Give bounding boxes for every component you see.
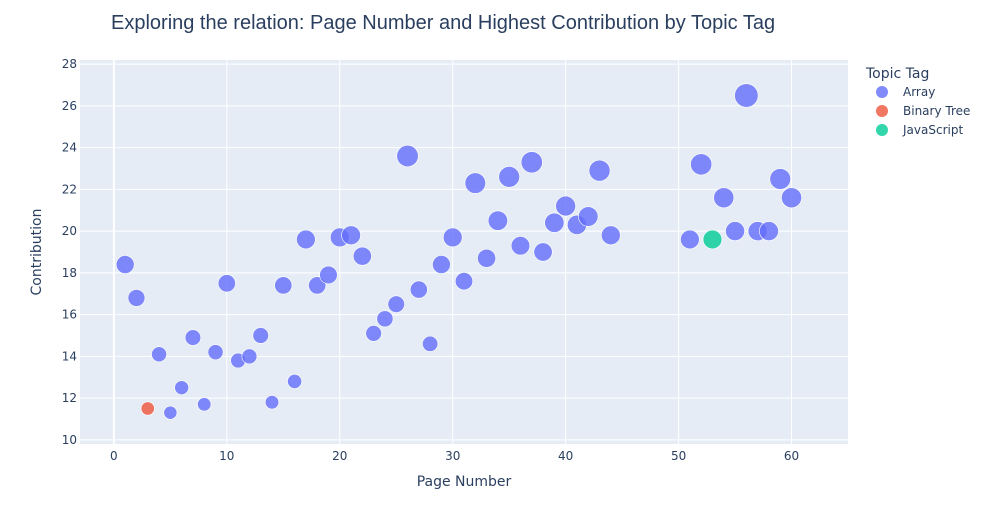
legend-item[interactable]: JavaScript	[876, 123, 963, 137]
data-point[interactable]	[396, 144, 419, 168]
data-point[interactable]	[264, 395, 280, 410]
data-point[interactable]	[477, 248, 497, 268]
data-point[interactable]	[454, 272, 474, 291]
data-point[interactable]	[725, 221, 745, 241]
data-point[interactable]	[197, 397, 212, 412]
data-point[interactable]	[487, 210, 508, 231]
y-tick-label: 14	[62, 349, 77, 363]
y-tick-label: 20	[62, 224, 77, 238]
legend-label: JavaScript	[902, 123, 963, 137]
grid-lines	[80, 60, 848, 444]
data-point[interactable]	[442, 227, 463, 248]
data-point[interactable]	[140, 401, 155, 416]
legend-label: Binary Tree	[903, 104, 970, 118]
x-tick-label: 60	[784, 449, 799, 463]
data-point[interactable]	[601, 225, 621, 246]
legend-label: Array	[903, 85, 935, 99]
data-point[interactable]	[174, 380, 189, 395]
data-point[interactable]	[241, 348, 258, 365]
data-point[interactable]	[319, 265, 338, 285]
data-point[interactable]	[533, 242, 553, 262]
data-point[interactable]	[274, 276, 293, 295]
legend-item[interactable]: Array	[876, 85, 935, 99]
data-point[interactable]	[734, 83, 759, 108]
legend-title: Topic Tag	[865, 66, 929, 82]
data-point[interactable]	[296, 229, 316, 250]
legend-marker	[876, 124, 888, 136]
data-point[interactable]	[702, 229, 723, 250]
legend-item[interactable]: Binary Tree	[876, 104, 970, 118]
chart-title: Exploring the relation: Page Number and …	[111, 12, 775, 34]
data-point[interactable]	[308, 276, 327, 295]
data-point[interactable]	[115, 255, 135, 274]
y-axis-title: Contribution	[29, 209, 45, 296]
data-point[interactable]	[151, 346, 167, 363]
data-point[interactable]	[769, 168, 791, 190]
data-point[interactable]	[252, 327, 269, 344]
y-tick-label: 26	[62, 99, 77, 113]
x-tick-label: 20	[332, 449, 347, 463]
data-points	[115, 83, 802, 420]
legend[interactable]: Topic Tag Array Binary Tree JavaScript	[865, 66, 970, 137]
x-tick-label: 40	[558, 449, 573, 463]
data-point[interactable]	[510, 236, 531, 256]
data-point[interactable]	[680, 229, 700, 250]
data-point[interactable]	[520, 151, 543, 174]
data-point[interactable]	[432, 255, 451, 274]
plot-area	[80, 60, 848, 444]
legend-marker	[876, 105, 888, 117]
data-point[interactable]	[163, 405, 178, 420]
y-tick-label: 24	[62, 141, 77, 155]
data-point[interactable]	[422, 335, 439, 352]
data-point[interactable]	[409, 280, 428, 299]
data-point[interactable]	[287, 373, 302, 389]
data-point[interactable]	[555, 195, 576, 217]
data-point[interactable]	[376, 310, 394, 328]
x-tick-label: 30	[445, 449, 460, 463]
data-point[interactable]	[127, 289, 146, 307]
data-point[interactable]	[781, 187, 802, 209]
data-point[interactable]	[690, 153, 713, 176]
data-point[interactable]	[759, 221, 779, 241]
y-tick-label: 22	[62, 182, 77, 196]
data-point[interactable]	[207, 344, 224, 361]
y-tick-label: 12	[62, 391, 77, 405]
y-axis-ticks: 10 12 14 16 18 20 22 24 26 28	[62, 57, 77, 447]
data-point[interactable]	[713, 187, 735, 209]
data-point[interactable]	[184, 329, 202, 346]
data-point[interactable]	[588, 159, 611, 182]
x-tick-label: 10	[219, 449, 234, 463]
data-point[interactable]	[464, 172, 486, 194]
y-tick-label: 18	[62, 266, 77, 280]
y-tick-label: 10	[62, 433, 77, 447]
data-point[interactable]	[341, 225, 361, 246]
data-point[interactable]	[387, 295, 405, 313]
data-point[interactable]	[498, 166, 520, 188]
y-tick-label: 28	[62, 57, 77, 71]
data-point[interactable]	[217, 274, 236, 293]
legend-marker	[876, 86, 888, 98]
x-tick-label: 0	[110, 449, 118, 463]
x-axis-title: Page Number	[417, 474, 512, 490]
y-tick-label: 16	[62, 308, 77, 322]
data-point[interactable]	[365, 325, 382, 342]
data-point[interactable]	[544, 212, 565, 233]
data-point[interactable]	[352, 246, 372, 266]
x-tick-label: 50	[671, 449, 686, 463]
data-point[interactable]	[578, 206, 599, 227]
x-axis-ticks: 0 10 20 30 40 50 60	[110, 449, 799, 463]
